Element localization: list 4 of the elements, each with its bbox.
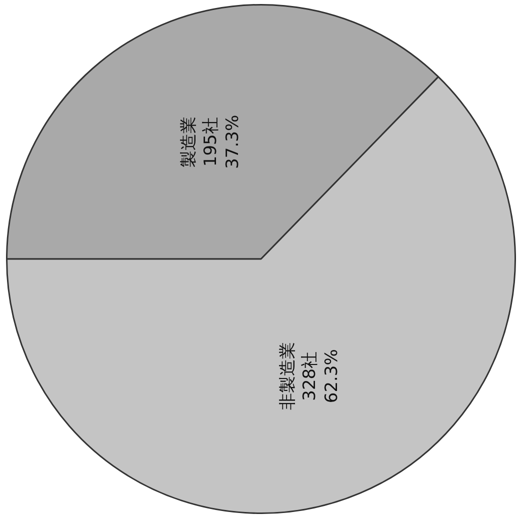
slice-label: 非製造業 [278, 342, 298, 410]
data-label: 328社 62.3% [300, 349, 342, 404]
data-label: 195社 37.3% [200, 114, 243, 169]
slice-label: 製造業 [178, 116, 199, 168]
